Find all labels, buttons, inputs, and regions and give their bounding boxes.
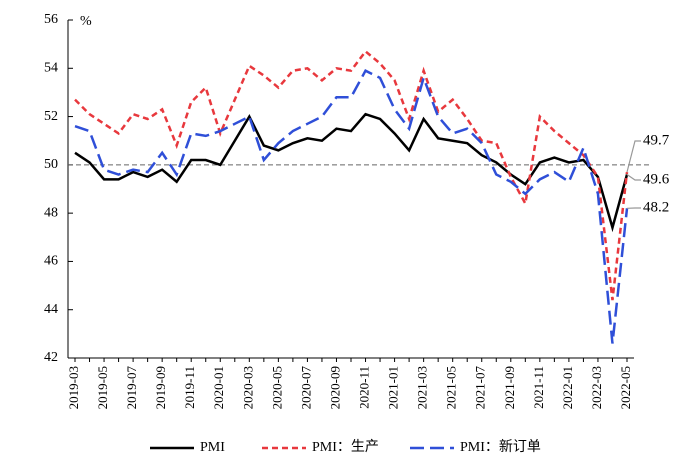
x-tick-label: 2020-05 [269,366,284,409]
y-tick-label: 46 [44,254,58,269]
y-tick-label: 44 [44,302,58,317]
x-tick-label: 2020-09 [327,366,342,409]
x-tick-label: 2022-05 [618,366,633,409]
x-tick-label: 2022-01 [560,366,575,409]
x-tick-label: 2021-03 [415,366,430,409]
x-tick-label: 2022-03 [589,366,604,409]
series-line [74,49,629,301]
annotation-leader [626,174,641,181]
x-tick-label: 2021-09 [502,366,517,409]
x-tick-label: 2020-01 [211,366,226,409]
x-tick-label: 2019-05 [95,366,110,409]
x-tick-label: 2021-01 [386,366,401,409]
x-tick-label: 2020-07 [298,366,313,410]
legend-label: PMI：新订单 [460,439,541,455]
annotation-label: 49.6 [643,171,670,187]
series-line [74,69,629,344]
x-tick-label: 2020-11 [357,366,372,409]
annotation-label: 49.7 [643,132,670,148]
x-tick-label: 2020-03 [240,366,255,409]
legend-label: PMI：生产 [312,439,379,455]
x-tick-label: 2019-11 [182,366,197,409]
y-tick-label: 56 [44,12,58,27]
x-tick-label: 2021-07 [473,366,488,410]
y-tick-label: 42 [44,350,58,365]
y-tick-label: 52 [44,109,58,124]
x-tick-label: 2019-03 [66,366,81,409]
y-tick-label: 50 [44,157,58,172]
legend-label: PMI [200,440,225,455]
series-line [74,112,629,233]
y-tick-label: 54 [44,61,58,76]
y-tick-label: 48 [44,205,58,220]
annotation-label: 48.2 [643,199,669,215]
y-unit: % [80,14,92,29]
x-tick-label: 2019-09 [153,366,168,409]
x-tick-label: 2021-05 [444,366,459,409]
x-tick-label: 2021-11 [531,366,546,409]
annotation-leader [626,140,641,173]
x-tick-label: 2019-07 [124,366,139,410]
